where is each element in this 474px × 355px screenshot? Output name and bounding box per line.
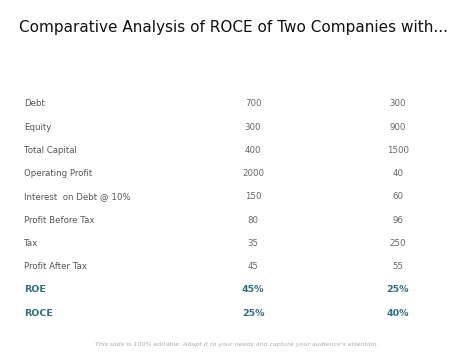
Text: 150: 150 bbox=[245, 192, 261, 201]
Text: 45%: 45% bbox=[242, 285, 264, 294]
Text: 700: 700 bbox=[245, 99, 261, 108]
Text: Profit After Tax: Profit After Tax bbox=[24, 262, 87, 271]
Text: Debt: Debt bbox=[24, 99, 45, 108]
Text: Text Here: Text Here bbox=[229, 75, 277, 83]
Text: 96: 96 bbox=[392, 216, 403, 225]
Text: 25%: 25% bbox=[242, 309, 264, 318]
Text: 900: 900 bbox=[390, 123, 406, 132]
Text: 25%: 25% bbox=[386, 285, 409, 294]
Text: 40: 40 bbox=[392, 169, 403, 178]
Text: 250: 250 bbox=[390, 239, 406, 248]
Text: 2000: 2000 bbox=[242, 169, 264, 178]
Text: 300: 300 bbox=[390, 99, 406, 108]
Text: Interest  on Debt @ 10%: Interest on Debt @ 10% bbox=[24, 192, 130, 201]
Text: Total Capital: Total Capital bbox=[24, 146, 77, 155]
Text: Equity: Equity bbox=[24, 123, 51, 132]
Text: 1500: 1500 bbox=[387, 146, 409, 155]
Text: ROE: ROE bbox=[24, 285, 46, 294]
Text: Operating Profit: Operating Profit bbox=[24, 169, 92, 178]
Text: 80: 80 bbox=[247, 216, 259, 225]
Text: 400: 400 bbox=[245, 146, 261, 155]
Text: Profit Before Tax: Profit Before Tax bbox=[24, 216, 94, 225]
Text: 45: 45 bbox=[247, 262, 259, 271]
Text: 35: 35 bbox=[247, 239, 259, 248]
Text: This slide is 100% editable. Adapt it to your needs and capture your audience's : This slide is 100% editable. Adapt it to… bbox=[95, 342, 379, 347]
Text: ROCE: ROCE bbox=[24, 309, 53, 318]
Text: 55: 55 bbox=[392, 262, 403, 271]
Text: 40%: 40% bbox=[386, 309, 409, 318]
Text: 300: 300 bbox=[245, 123, 261, 132]
Text: Tax: Tax bbox=[24, 239, 38, 248]
Text: Comparative Analysis of ROCE of Two Companies with...: Comparative Analysis of ROCE of Two Comp… bbox=[19, 20, 448, 34]
Text: Text Here: Text Here bbox=[374, 75, 422, 83]
Text: 60: 60 bbox=[392, 192, 403, 201]
